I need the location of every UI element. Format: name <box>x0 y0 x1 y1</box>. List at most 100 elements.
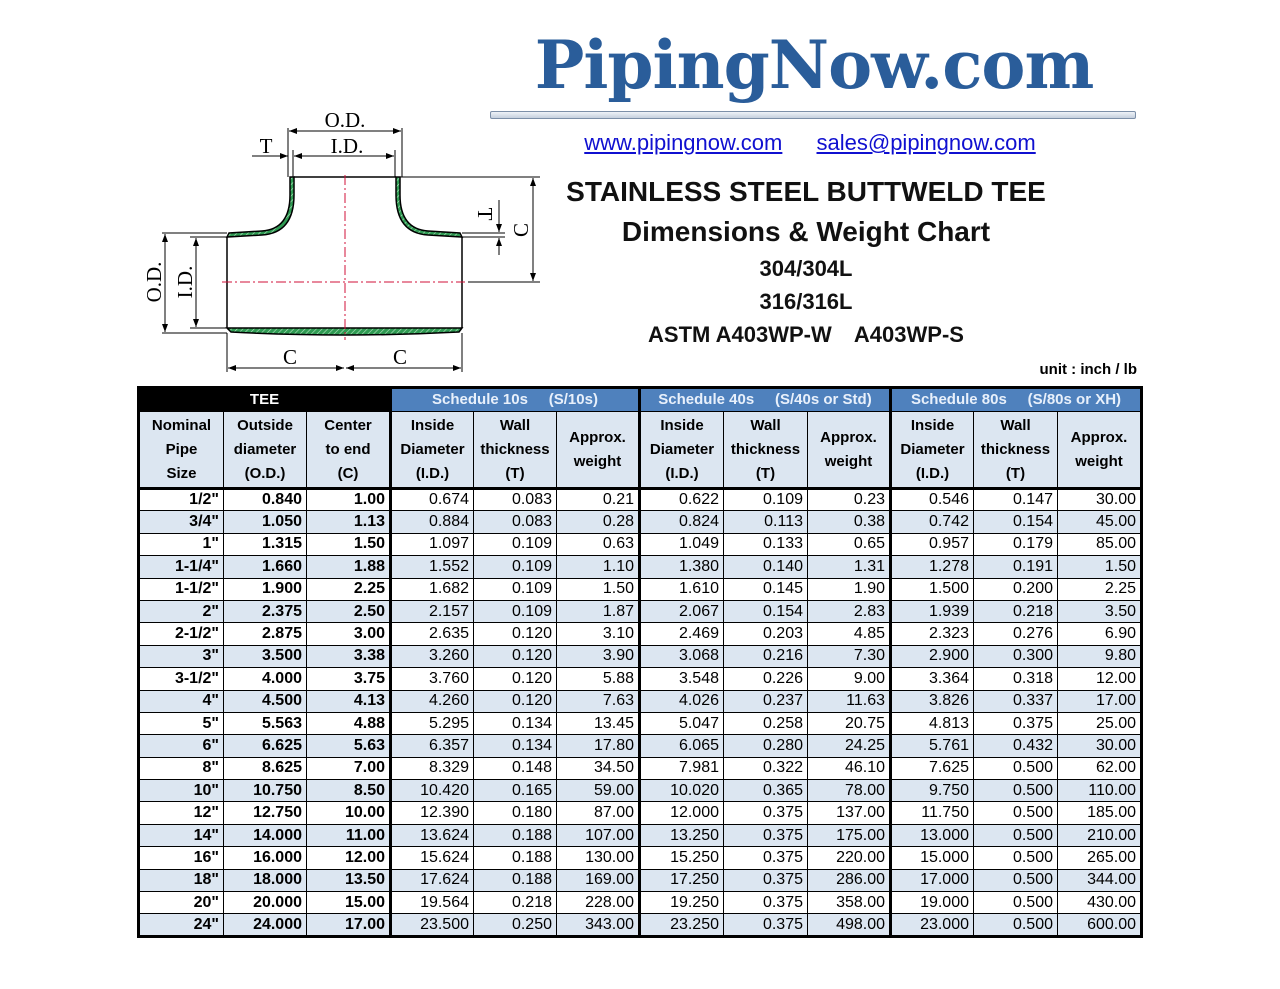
table-cell: 3.260 <box>389 644 474 669</box>
table-cell: 13.250 <box>638 823 724 848</box>
table-cell: 0.300 <box>973 644 1058 669</box>
table-row: 1/2" 0.840 1.00 0.674 0.083 0.21 0.622 0.109 0.2… <box>138 487 1142 512</box>
table-cell: 0.375 <box>723 891 808 915</box>
table-cell: 0.165 <box>473 779 557 803</box>
table-cell: 3.90 <box>556 644 640 669</box>
column-header: Approx. weight <box>807 411 891 490</box>
table-cell: 0.318 <box>973 667 1058 691</box>
table-cell: 1.90 <box>807 577 891 601</box>
table-row: 20" 20.000 15.00 19.564 0.218 228.00 19.250 0.3… <box>138 891 1142 915</box>
table-cell: 8.329 <box>389 756 474 781</box>
table-cell: 5.295 <box>389 711 474 736</box>
table-cell: 19.000 <box>889 891 974 915</box>
table-cell: 0.188 <box>473 823 557 848</box>
table-cell: 6.625 <box>223 734 307 758</box>
table-cell: 5" <box>138 711 224 736</box>
table-cell: 78.00 <box>807 779 891 803</box>
table-cell: 85.00 <box>1057 532 1142 557</box>
table-cell: 10.750 <box>223 779 307 803</box>
table-cell: 4.813 <box>889 711 974 736</box>
table-cell: 9.00 <box>807 667 891 691</box>
table-cell: 46.10 <box>807 756 891 781</box>
table-cell: 0.083 <box>473 487 557 512</box>
logo-divider <box>490 111 1136 119</box>
table-cell: 0.109 <box>723 487 808 512</box>
table-cell: 169.00 <box>556 868 640 893</box>
table-cell: 107.00 <box>556 823 640 848</box>
table-cell: 0.500 <box>973 913 1058 937</box>
column-header: Inside Diameter (I.D.) <box>389 411 474 490</box>
table-cell: 0.134 <box>473 711 557 736</box>
table-cell: 6" <box>138 734 224 758</box>
column-header-line: (T) <box>1005 464 1026 482</box>
email-link[interactable]: sales@pipingnow.com <box>816 130 1036 155</box>
table-cell: 14" <box>138 823 224 848</box>
label-od-side: O.D. <box>142 262 166 303</box>
table-cell: 3.364 <box>889 667 974 691</box>
column-header-line: thickness <box>730 440 801 458</box>
table-cell: 4.85 <box>807 622 891 646</box>
table-cell: 0.109 <box>473 555 557 579</box>
website-link[interactable]: www.pipingnow.com <box>584 130 783 155</box>
tee-diagram: O.D. I.D. T C C O.D. I.D. C T <box>142 108 540 372</box>
table-cell: 2.25 <box>1057 577 1142 601</box>
column-header-line: Diameter <box>900 440 965 458</box>
table-cell: 16" <box>138 846 224 870</box>
table-cell: 17.000 <box>889 868 974 893</box>
table-cell: 0.258 <box>723 711 808 736</box>
table-cell: 0.148 <box>473 756 557 781</box>
table-cell: 0.109 <box>473 599 557 624</box>
column-header-line: Approx. <box>1070 428 1128 446</box>
table-cell: 5.88 <box>556 667 640 691</box>
table-cell: 0.237 <box>723 689 808 713</box>
table-cell: 15.624 <box>389 846 474 870</box>
table-cell: 0.120 <box>473 644 557 669</box>
label-c-left: C <box>283 345 297 369</box>
table-cell: 0.188 <box>473 846 557 870</box>
tee-wall-right <box>395 176 464 238</box>
table-cell: 0.120 <box>473 689 557 713</box>
column-header-line: Outside <box>237 416 293 434</box>
table-cell: 0.500 <box>973 891 1058 915</box>
table-cell: 0.375 <box>723 913 808 937</box>
table-cell: 3.50 <box>1057 599 1142 624</box>
table-cell: 17.624 <box>389 868 474 893</box>
material-grade-316: 316/316L <box>759 289 853 314</box>
column-header-line: Inside <box>910 416 955 434</box>
column-header-line: Inside <box>410 416 455 434</box>
table-cell: 12.750 <box>223 801 307 825</box>
table-cell: 0.109 <box>473 532 557 557</box>
table-row: 2" 2.375 2.50 2.157 0.109 1.87 2.067 0.154 2.83 1… <box>138 599 1142 624</box>
table-cell: 1-1/2" <box>138 577 224 601</box>
table-cell: 23.000 <box>889 913 974 937</box>
table-cell: 7.981 <box>638 756 724 781</box>
label-t-side: T <box>473 208 497 221</box>
group-schedule-40s: Schedule 40s (S/40s or Std) <box>638 387 891 412</box>
contact-links: www.pipingnow.com sales@pipingnow.com <box>480 130 1140 156</box>
table-cell: 1.939 <box>889 599 974 624</box>
table-cell: 5.563 <box>223 711 307 736</box>
column-header-line: Approx. <box>820 428 877 446</box>
table-cell: 0.276 <box>973 622 1058 646</box>
table-cell: 17.80 <box>556 734 640 758</box>
table-cell: 0.546 <box>889 487 974 512</box>
table-row: 3/4" 1.050 1.13 0.884 0.083 0.28 0.824 0.113 0.3… <box>138 510 1142 534</box>
column-header-line: Wall <box>1000 416 1031 434</box>
table-cell: 12.390 <box>389 801 474 825</box>
table-cell: 1.278 <box>889 555 974 579</box>
table-cell: 62.00 <box>1057 756 1142 781</box>
column-header-line: (I.D.) <box>665 464 699 482</box>
table-cell: 30.00 <box>1057 487 1142 512</box>
table-cell: 13.50 <box>306 868 391 893</box>
table-cell: 9.750 <box>889 779 974 803</box>
table-cell: 0.337 <box>973 689 1058 713</box>
table-cell: 4.88 <box>306 711 391 736</box>
table-cell: 1.88 <box>306 555 391 579</box>
table-cell: 11.750 <box>889 801 974 825</box>
column-header-line: diameter <box>233 440 297 458</box>
tee-dimensions-table: TEE Schedule 10s (S/10s) Schedule 40s (S… <box>137 386 1143 938</box>
table-cell: 12.000 <box>638 801 724 825</box>
table-cell: 30.00 <box>1057 734 1142 758</box>
table-cell: 10.420 <box>389 779 474 803</box>
column-header: Approx. weight <box>556 411 640 490</box>
